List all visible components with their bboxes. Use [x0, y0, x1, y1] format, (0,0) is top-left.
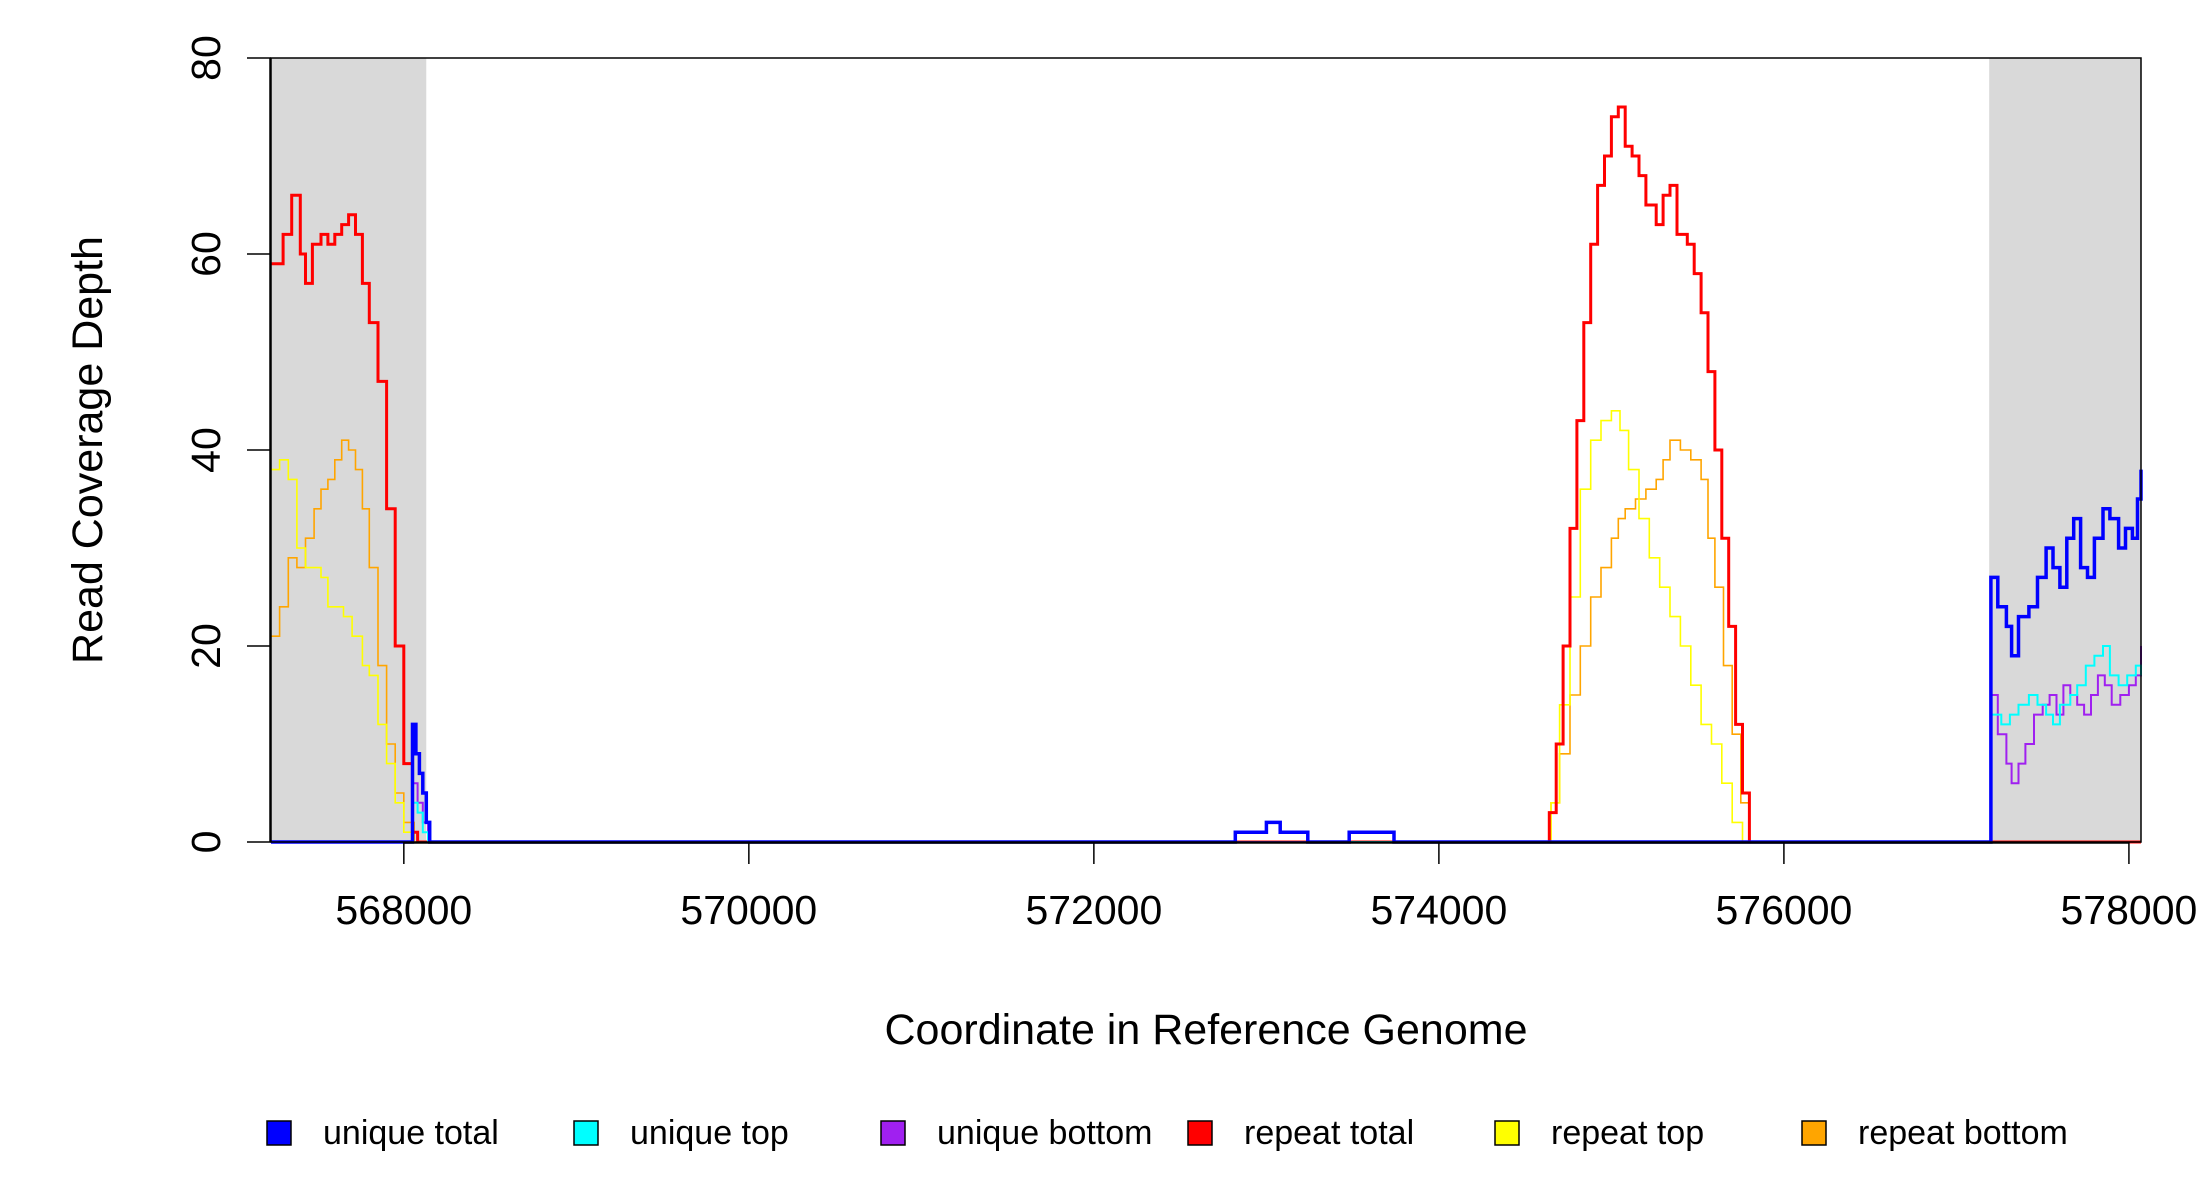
legend-item-unique-bottom: unique bottom [880, 1114, 1153, 1152]
y-tick-label: 40 [183, 427, 229, 473]
legend-swatch [1187, 1120, 1213, 1146]
legend-item-unique-top: unique top [573, 1114, 789, 1152]
legend-item-repeat-top: repeat top [1494, 1114, 1704, 1152]
legend-swatch [573, 1120, 599, 1146]
legend-label: unique top [630, 1114, 789, 1152]
legend-swatch [1494, 1120, 1520, 1146]
legend-swatch [1801, 1120, 1827, 1146]
legend-swatch [880, 1120, 906, 1146]
y-axis-label: Read Coverage Depth [64, 236, 112, 664]
x-tick-label: 578000 [2061, 887, 2198, 933]
shaded-region-1 [1989, 58, 2141, 842]
legend-label: repeat total [1244, 1114, 1414, 1152]
series-line-unique-bottom [271, 646, 2142, 843]
x-tick-label: 572000 [1025, 887, 1162, 933]
y-tick-label: 80 [183, 35, 229, 81]
legend-label: unique total [323, 1114, 499, 1152]
legend-swatch [266, 1120, 292, 1146]
series-line-repeat-total [271, 105, 2141, 844]
series-line-repeat-top [271, 410, 2141, 843]
series-line-unique-total [271, 469, 2143, 844]
shaded-regions [271, 58, 2141, 842]
x-tick-label: 568000 [335, 887, 472, 933]
series-line-repeat-bottom [271, 439, 2141, 843]
legend-label: repeat bottom [1858, 1114, 2068, 1152]
legend-label: repeat top [1551, 1114, 1704, 1152]
y-tick-label: 0 [183, 831, 229, 854]
legend-item-unique-total: unique total [266, 1114, 499, 1152]
x-tick-label: 576000 [1715, 887, 1852, 933]
y-tick-label: 20 [183, 623, 229, 669]
legend-item-repeat-total: repeat total [1187, 1114, 1414, 1152]
axes: 568000 570000 572000 574000 576000 578000 0 20 4… [183, 35, 2197, 933]
x-axis-label: Coordinate in Reference Genome [885, 1006, 1528, 1054]
series-line-unique-top [271, 645, 2142, 843]
x-tick-label: 570000 [680, 887, 817, 933]
legend: unique total unique top unique bottom repea… [266, 1114, 2068, 1152]
legend-label: unique bottom [937, 1114, 1153, 1152]
series-lines [271, 105, 2143, 844]
plot-frame [270, 57, 2142, 843]
x-tick-label: 574000 [1370, 887, 1507, 933]
legend-item-repeat-bottom: repeat bottom [1801, 1114, 2068, 1152]
y-tick-label: 60 [183, 231, 229, 277]
